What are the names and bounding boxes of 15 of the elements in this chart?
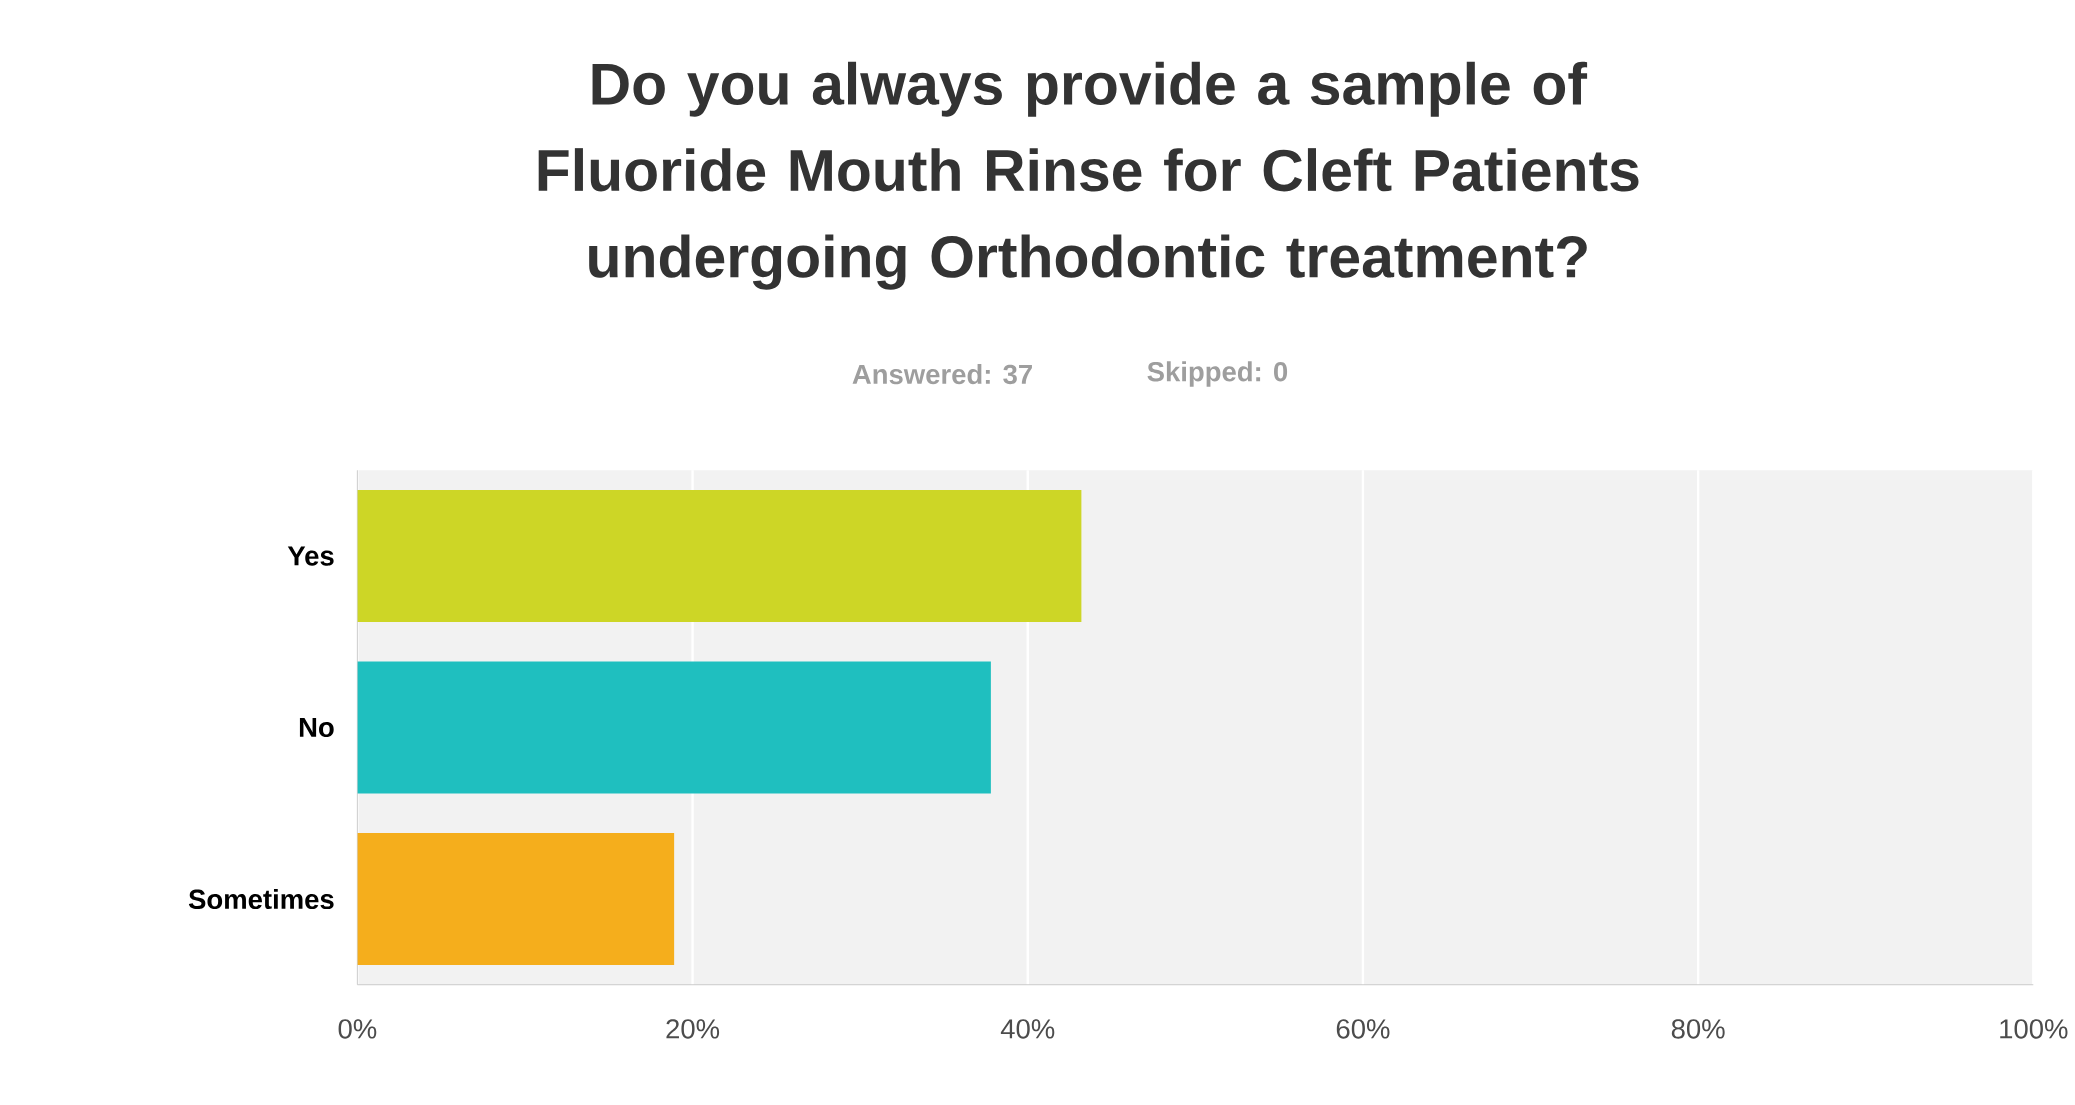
- y-tick-label: Sometimes: [188, 889, 334, 910]
- y-tick-label: No: [299, 718, 334, 738]
- bar: [357, 490, 1082, 623]
- x-tick-label: 0%: [338, 1019, 377, 1039]
- chart-title: Do you always provide a sample of Fluoride Mouth Rinse for Cleft Patients undergoing Orthodontic treatment?: [538, 61, 1639, 290]
- bar: [357, 833, 675, 966]
- x-tick-label: 20%: [666, 1019, 720, 1039]
- text: Answered: 37: [852, 364, 1032, 385]
- text: Skipped: 0: [1147, 361, 1288, 388]
- y-tick-label: Yes: [287, 546, 334, 566]
- bar: [357, 661, 991, 794]
- x-tick-label: 100%: [2000, 1019, 2068, 1039]
- x-tick-label: 80%: [1671, 1019, 1725, 1039]
- x-tick-label: 60%: [1336, 1019, 1390, 1039]
- x-tick-label: 40%: [1000, 1019, 1055, 1039]
